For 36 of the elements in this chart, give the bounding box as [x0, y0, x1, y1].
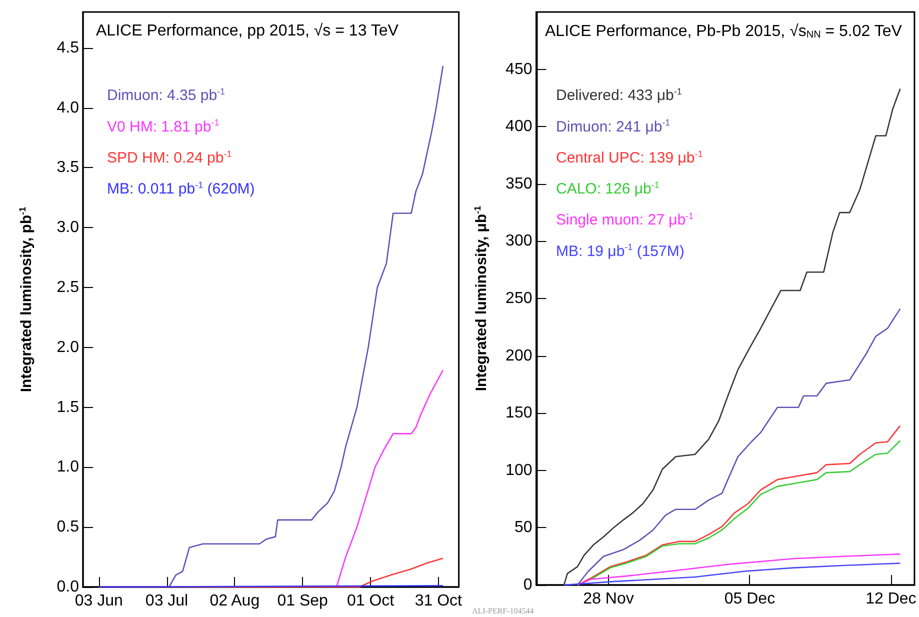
y-tick-label: 1.0 — [56, 458, 80, 476]
y-tick-label: 250 — [506, 290, 532, 307]
y-tick-label: 4.5 — [56, 39, 80, 56]
y-tick-label: 100 — [506, 462, 532, 479]
y-tick-label: 350 — [506, 175, 532, 192]
y-tick-label: 4.0 — [56, 99, 80, 116]
y-tick-label: 400 — [506, 118, 532, 136]
y-tick-label: 0 — [523, 576, 532, 594]
x-tick-label: 05 Dec — [724, 590, 776, 608]
text: ALI-PERF-104544 — [472, 606, 534, 616]
y-tick-label: 3.5 — [56, 159, 80, 176]
y-tick-label: 450 — [506, 60, 532, 78]
y-axis-title: Integrated luminosity, μb-1 — [472, 206, 490, 392]
x-tick-label: 28 Nov — [583, 590, 634, 608]
x-tick-label: 03 Jul — [145, 592, 188, 610]
y-tick-label: 0.5 — [56, 518, 80, 536]
y-tick-label: 3.0 — [56, 219, 80, 236]
text: ALICE Performance, pp 2015, √s = 13 TeV — [96, 22, 399, 40]
y-tick-label: 0.0 — [56, 578, 80, 596]
x-tick-label: 01 Sep — [277, 592, 328, 610]
line-series — [576, 308, 901, 586]
line-series — [576, 553, 901, 586]
x-tick-label: 31 Oct — [414, 592, 463, 610]
y-tick-label: 150 — [506, 404, 532, 422]
x-tick-label: 02 Aug — [210, 592, 260, 610]
x-tick-label: 12 Dec — [866, 590, 916, 608]
line-series — [563, 562, 901, 586]
y-tick-label: 200 — [506, 347, 532, 364]
y-tick-label: 2.0 — [56, 338, 80, 356]
x-tick-label: 01 Oct — [346, 592, 395, 610]
y-tick-label: 50 — [514, 519, 532, 536]
y-axis-title: Integrated luminosity, pb-1 — [17, 206, 35, 392]
x-tick-label: 03 Jun — [74, 592, 123, 610]
y-tick-label: 2.5 — [56, 279, 80, 296]
y-tick-label: 1.5 — [56, 398, 80, 416]
y-tick-label: 300 — [506, 232, 532, 250]
